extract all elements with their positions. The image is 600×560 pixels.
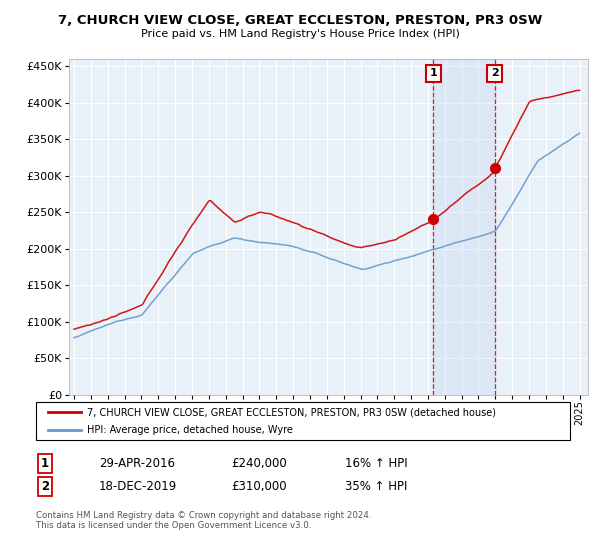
Text: 1: 1	[430, 68, 437, 78]
Text: 2: 2	[491, 68, 499, 78]
Text: Price paid vs. HM Land Registry's House Price Index (HPI): Price paid vs. HM Land Registry's House …	[140, 29, 460, 39]
Text: 1: 1	[41, 457, 49, 470]
Text: 7, CHURCH VIEW CLOSE, GREAT ECCLESTON, PRESTON, PR3 0SW (detached house): 7, CHURCH VIEW CLOSE, GREAT ECCLESTON, P…	[87, 407, 496, 417]
Text: 16% ↑ HPI: 16% ↑ HPI	[345, 457, 407, 470]
Text: HPI: Average price, detached house, Wyre: HPI: Average price, detached house, Wyre	[87, 425, 293, 435]
Text: £310,000: £310,000	[231, 479, 287, 493]
Text: £240,000: £240,000	[231, 457, 287, 470]
Text: 2: 2	[41, 479, 49, 493]
Text: 29-APR-2016: 29-APR-2016	[99, 457, 175, 470]
Bar	[433, 59, 494, 395]
Text: 7, CHURCH VIEW CLOSE, GREAT ECCLESTON, PRESTON, PR3 0SW: 7, CHURCH VIEW CLOSE, GREAT ECCLESTON, P…	[58, 14, 542, 27]
Text: 35% ↑ HPI: 35% ↑ HPI	[345, 479, 407, 493]
Text: 18-DEC-2019: 18-DEC-2019	[99, 479, 177, 493]
Text: Contains HM Land Registry data © Crown copyright and database right 2024.
This d: Contains HM Land Registry data © Crown c…	[36, 511, 371, 530]
